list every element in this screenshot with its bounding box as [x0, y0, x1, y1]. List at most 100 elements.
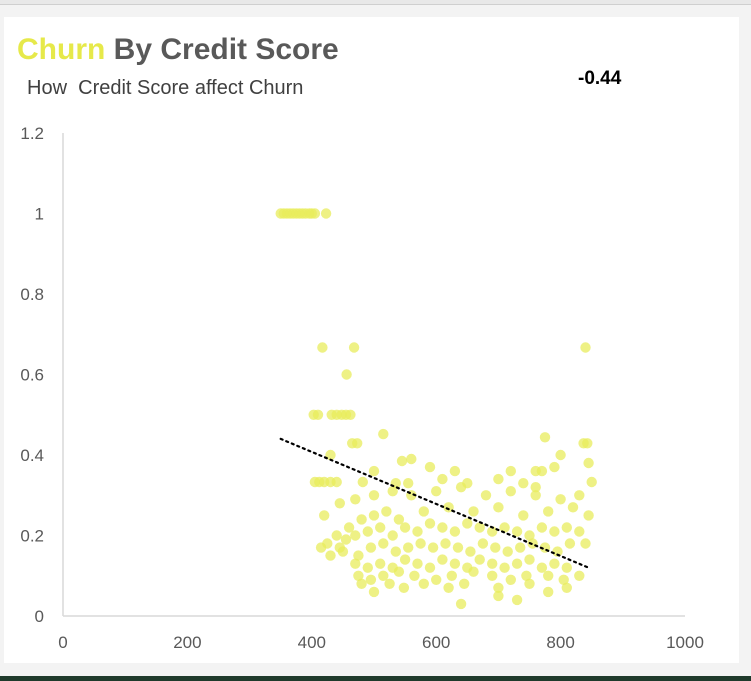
data-point [375, 522, 386, 533]
data-point [399, 554, 411, 565]
data-point [387, 486, 398, 497]
data-point [446, 570, 457, 581]
data-point [443, 582, 454, 593]
data-point [424, 518, 436, 529]
data-point [468, 506, 479, 517]
data-point [511, 526, 523, 537]
data-point [543, 586, 554, 598]
data-point [393, 514, 405, 525]
data-point [543, 506, 554, 517]
data-point [449, 465, 461, 477]
data-point [487, 558, 498, 569]
data-point [543, 570, 554, 581]
data-point [418, 578, 429, 589]
data-point [493, 582, 504, 593]
data-point [558, 574, 569, 585]
data-point [490, 542, 501, 553]
data-point [474, 522, 485, 533]
data-point [561, 562, 572, 573]
data-point [320, 208, 332, 219]
data-point [412, 558, 423, 569]
data-point [396, 455, 408, 467]
data-point [493, 590, 504, 602]
data-point [317, 342, 328, 353]
data-point [334, 498, 345, 509]
x-tick-label: 800 [546, 633, 574, 652]
data-point [574, 570, 585, 581]
data-point [345, 409, 356, 420]
data-point [462, 518, 473, 529]
data-point [356, 578, 367, 589]
data-point [468, 566, 479, 577]
data-point [505, 465, 516, 477]
data-point [487, 570, 498, 581]
data-point [319, 510, 330, 521]
data-point [552, 546, 563, 557]
data-point [331, 530, 342, 541]
data-point [521, 570, 532, 581]
data-point [443, 502, 454, 513]
data-point [378, 538, 389, 549]
y-tick-label: 1.2 [20, 124, 44, 143]
data-point [582, 438, 593, 449]
data-point [530, 482, 541, 493]
data-point [357, 476, 368, 488]
data-point [381, 506, 392, 517]
data-point [536, 465, 548, 477]
data-points [275, 208, 597, 610]
data-point [325, 550, 336, 561]
data-point [580, 538, 591, 549]
data-point [549, 461, 560, 473]
data-point [574, 490, 585, 501]
data-point [322, 538, 333, 549]
data-point [431, 574, 442, 585]
data-point [459, 578, 470, 589]
data-point [368, 586, 380, 598]
data-point [583, 457, 594, 469]
data-point [518, 510, 529, 521]
y-tick-label: 0.6 [20, 366, 44, 385]
data-point [536, 562, 548, 573]
data-point [530, 490, 541, 501]
data-point [365, 574, 377, 585]
data-point [493, 473, 504, 485]
data-point [515, 542, 526, 553]
window-top-border [0, 0, 751, 5]
data-point [424, 461, 436, 473]
taskbar-strip [0, 676, 751, 681]
plot-axes: 0 0.2 0.4 0.6 0.8 1 1.2 0 200 400 600 800 1000 [20, 124, 704, 652]
data-point [449, 526, 461, 537]
y-tick-label: 0 [35, 607, 44, 626]
data-point [480, 490, 492, 501]
y-tick-label: 1 [35, 205, 44, 224]
data-point [348, 342, 360, 353]
data-point [440, 538, 451, 549]
data-point [586, 476, 597, 488]
data-point [493, 502, 504, 513]
data-point [449, 558, 461, 569]
data-point [524, 578, 535, 589]
data-point [567, 502, 579, 513]
data-point [474, 554, 485, 565]
data-point [350, 494, 361, 505]
y-tick-label: 0.4 [20, 446, 44, 465]
data-point [549, 526, 560, 537]
data-point [437, 473, 448, 485]
data-point [409, 570, 420, 581]
data-point [368, 510, 380, 521]
data-point [350, 558, 361, 569]
data-point [356, 514, 367, 525]
data-point [352, 438, 363, 449]
data-point [555, 494, 566, 505]
data-point [511, 558, 523, 569]
data-point [343, 522, 355, 533]
data-point [331, 476, 342, 488]
data-point [390, 546, 401, 557]
data-point [312, 409, 324, 420]
correlation-label: -0.44 [578, 68, 622, 89]
data-point [539, 432, 551, 443]
data-point [341, 369, 352, 380]
data-point [452, 542, 464, 553]
data-point [398, 582, 410, 593]
data-point [437, 522, 448, 533]
